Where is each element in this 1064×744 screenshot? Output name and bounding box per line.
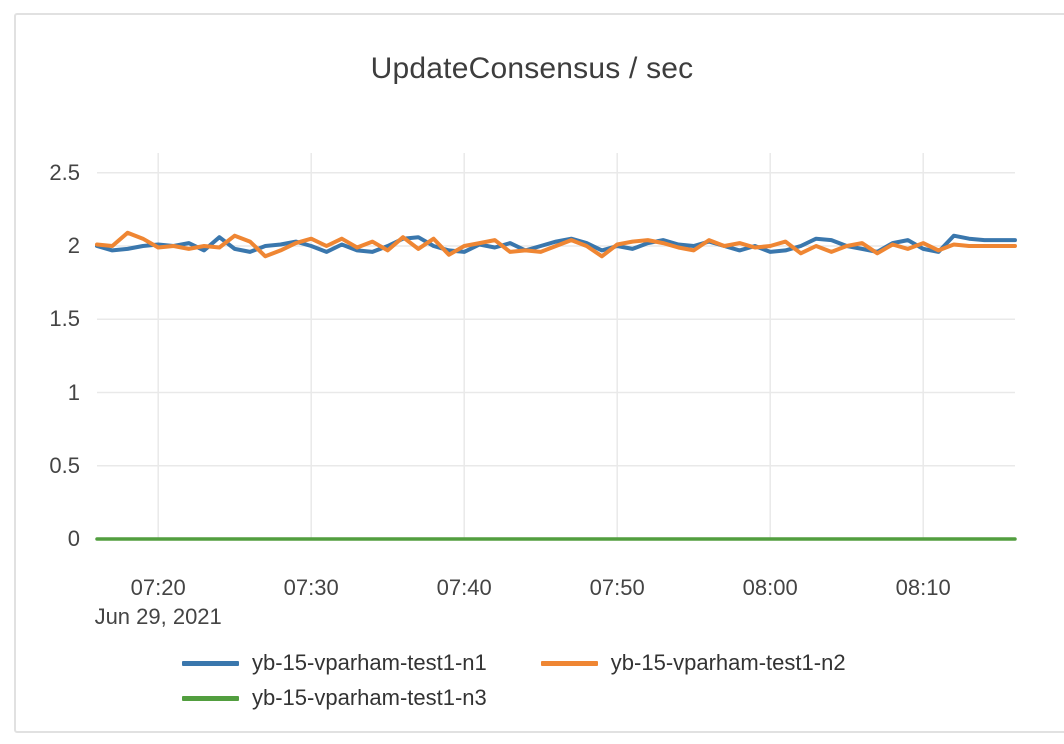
x-tick-label: 07:50 bbox=[589, 575, 645, 600]
x-tick-label: 08:10 bbox=[895, 575, 951, 600]
x-tick-label: 08:00 bbox=[742, 575, 798, 600]
chart-title: UpdateConsensus / sec bbox=[370, 52, 694, 85]
legend-item-yb-15-vparham-test1-n2[interactable]: yb-15-vparham-test1-n2 bbox=[540, 650, 846, 676]
legend-swatch-icon bbox=[182, 660, 239, 666]
legend: yb-15-vparham-test1-n1 yb-15-vparham-test… bbox=[182, 650, 882, 711]
y-tick-label: 2.5 bbox=[49, 159, 80, 185]
legend-item-yb-15-vparham-test1-n3[interactable]: yb-15-vparham-test1-n3 bbox=[182, 685, 487, 711]
y-tick-label: 1 bbox=[67, 379, 80, 405]
legend-label: yb-15-vparham-test1-n3 bbox=[252, 685, 487, 710]
legend-label: yb-15-vparham-test1-n1 bbox=[252, 650, 487, 675]
x-tick-label: 07:30 bbox=[283, 575, 339, 600]
y-tick-label: 1.5 bbox=[49, 306, 80, 332]
series-line-yb-15-vparham-test1-n2[interactable] bbox=[95, 230, 1017, 259]
y-tick-label: 2 bbox=[67, 233, 80, 258]
x-tick-label: 07:20 bbox=[130, 575, 186, 600]
legend-item-yb-15-vparham-test1-n1[interactable]: yb-15-vparham-test1-n1 bbox=[182, 650, 487, 676]
legend-swatch-icon bbox=[540, 660, 598, 666]
date-label: Jun 29, 2021 bbox=[94, 604, 222, 629]
series-line-yb-15-vparham-test1-n1[interactable] bbox=[95, 233, 1017, 254]
legend-label: yb-15-vparham-test1-n2 bbox=[610, 650, 846, 675]
x-tick-label: 07:40 bbox=[436, 575, 492, 600]
legend-swatch-icon bbox=[182, 695, 239, 701]
y-tick-label: 0 bbox=[67, 526, 80, 551]
y-tick-label: 0.5 bbox=[49, 452, 80, 478]
chart-card bbox=[14, 13, 1064, 733]
